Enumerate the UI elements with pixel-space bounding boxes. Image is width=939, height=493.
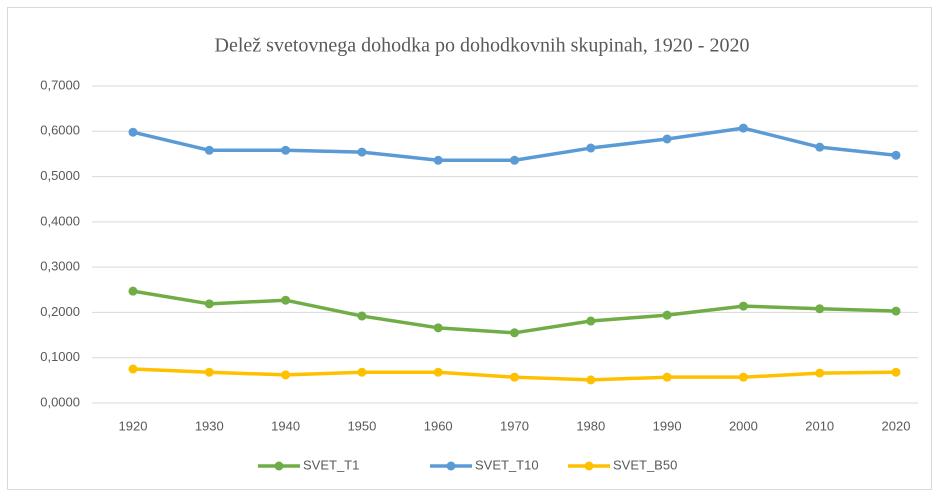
chart-title: Delež svetovnega dohodka po dohodkovnih … — [215, 35, 750, 57]
data-point — [738, 123, 748, 133]
x-tick-label: 2000 — [729, 418, 758, 433]
chart-border — [7, 7, 932, 490]
data-point — [357, 311, 367, 321]
y-tick-label: 0,6000 — [40, 123, 80, 138]
data-point — [204, 145, 214, 155]
x-tick-label: 1950 — [347, 418, 376, 433]
data-point — [586, 143, 596, 153]
data-point — [738, 372, 748, 382]
legend-marker — [274, 461, 284, 471]
data-point — [357, 147, 367, 157]
data-point — [586, 375, 596, 385]
data-point — [662, 134, 672, 144]
data-point — [128, 286, 138, 296]
data-point — [815, 304, 825, 314]
data-point — [510, 155, 519, 165]
data-point — [662, 372, 672, 382]
data-point — [433, 367, 443, 377]
legend-label: SVET_T1 — [303, 457, 359, 472]
x-tick-label: 1940 — [271, 418, 300, 433]
data-point — [510, 372, 519, 382]
data-point — [204, 367, 214, 377]
y-tick-label: 0,2000 — [40, 304, 80, 319]
data-point — [204, 299, 214, 309]
y-tick-label: 0,5000 — [40, 168, 80, 183]
legend-marker — [584, 461, 594, 471]
legend-label: SVET_B50 — [613, 457, 677, 472]
y-tick-label: 0,4000 — [40, 213, 80, 228]
y-tick-label: 0,0000 — [40, 394, 80, 409]
data-point — [281, 145, 291, 155]
x-tick-label: 1980 — [576, 418, 605, 433]
data-point — [128, 364, 138, 374]
x-tick-label: 1920 — [119, 418, 148, 433]
x-tick-label: 1970 — [500, 418, 529, 433]
data-point — [128, 127, 138, 137]
data-point — [891, 306, 901, 316]
x-tick-label: 1990 — [653, 418, 682, 433]
data-point — [662, 310, 672, 320]
x-tick-label: 2010 — [805, 418, 834, 433]
data-point — [281, 295, 291, 305]
y-tick-label: 0,1000 — [40, 349, 80, 364]
data-point — [281, 370, 291, 380]
x-tick-label: 2020 — [882, 418, 911, 433]
data-point — [815, 142, 825, 152]
x-tick-label: 1960 — [424, 418, 453, 433]
data-point — [357, 367, 367, 377]
data-point — [433, 155, 443, 165]
y-tick-label: 0,7000 — [40, 77, 80, 92]
data-point — [891, 367, 901, 377]
x-tick-label: 1930 — [195, 418, 224, 433]
data-point — [738, 301, 748, 311]
data-point — [510, 328, 519, 338]
y-tick-label: 0,3000 — [40, 259, 80, 274]
data-point — [891, 150, 901, 160]
data-point — [586, 316, 596, 326]
data-point — [815, 368, 825, 378]
legend-marker — [446, 461, 456, 471]
data-point — [433, 323, 443, 333]
legend-label: SVET_T10 — [475, 457, 539, 472]
